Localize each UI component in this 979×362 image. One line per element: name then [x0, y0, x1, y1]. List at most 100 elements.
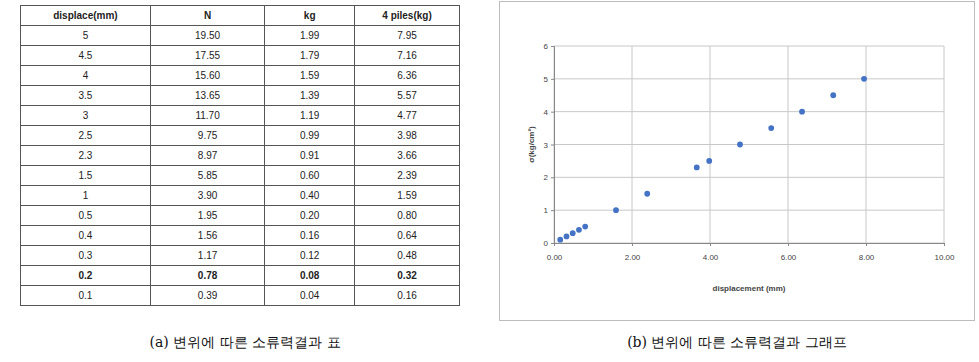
- tick: 10.00: [934, 243, 955, 262]
- tick: 5: [544, 75, 554, 84]
- table-row: 0.20.780.080.32: [21, 266, 460, 286]
- point: [564, 234, 570, 240]
- tick: 6: [544, 42, 554, 51]
- result-table: displace(mm)Nkg4 piles(kg)519.501.997.95…: [20, 5, 460, 306]
- point: [582, 224, 588, 230]
- point: [737, 142, 743, 148]
- tick-mark: [551, 79, 554, 80]
- points: [557, 76, 867, 243]
- table-row: 1.55.850.602.39: [21, 166, 460, 186]
- table-cell: 3.98: [355, 126, 460, 146]
- table-cell: 0.48: [355, 246, 460, 266]
- table-cell: 5.57: [355, 86, 460, 106]
- tick: 2: [544, 173, 554, 182]
- table-cell: 7.95: [355, 26, 460, 46]
- x-axis: 0.00 2.00 4.00 6.00 8.00 10.00: [547, 243, 955, 262]
- tick-mark: [944, 243, 945, 246]
- table-cell: 0.5: [21, 206, 151, 226]
- tick: 0.00: [547, 243, 563, 262]
- table-cell: 1: [21, 186, 151, 206]
- header-row: displace(mm)Nkg4 piles(kg): [21, 6, 460, 26]
- table-cell: 0.12: [265, 246, 355, 266]
- table-cell: 0.16: [265, 226, 355, 246]
- table-cell: 13.65: [150, 86, 264, 106]
- tick-mark: [866, 243, 867, 246]
- table-cell: 5: [21, 26, 151, 46]
- table-cell: 0.32: [355, 266, 460, 286]
- table-cell: 15.60: [150, 66, 264, 86]
- point: [644, 191, 650, 197]
- table-cell: 0.40: [265, 186, 355, 206]
- tick-mark: [788, 243, 789, 246]
- caption: (a) 변위에 따른 소류력결과 표: [149, 334, 340, 352]
- header-cell: N: [150, 6, 264, 26]
- header-cell: kg: [265, 6, 355, 26]
- table-cell: 0.64: [355, 226, 460, 246]
- table-cell: 1.17: [150, 246, 264, 266]
- table-row: 2.59.750.993.98: [21, 126, 460, 146]
- table-cell: 0.4: [21, 226, 151, 246]
- table-cell: 3.90: [150, 186, 264, 206]
- point: [768, 125, 774, 131]
- table-cell: 0.04: [265, 286, 355, 306]
- table-cell: 1.5: [21, 166, 151, 186]
- point: [613, 207, 619, 213]
- tick-label: 0: [544, 239, 549, 248]
- tick-mark: [551, 145, 554, 146]
- table-cell: 0.91: [265, 146, 355, 166]
- table-row: 13.900.401.59: [21, 186, 460, 206]
- table-row: 311.701.194.77: [21, 106, 460, 126]
- table-cell: 7.16: [355, 46, 460, 66]
- table-cell: 1.39: [265, 86, 355, 106]
- grid-line: [554, 78, 944, 79]
- tick-label: 2.00: [625, 253, 641, 262]
- tick-mark: [551, 112, 554, 113]
- point: [706, 158, 712, 164]
- table-cell: 0.60: [265, 166, 355, 186]
- table-cell: 3.5: [21, 86, 151, 106]
- table-cell: 4: [21, 66, 151, 86]
- grid-line: [554, 111, 944, 112]
- table-cell: 11.70: [150, 106, 264, 126]
- table-cell: 2.39: [355, 166, 460, 186]
- axis-line: [555, 244, 945, 247]
- table-cell: 4.5: [21, 46, 151, 66]
- caption: (b) 변위에 따른 소류력결과 그래프: [627, 334, 847, 352]
- tick-label: 2: [544, 173, 549, 182]
- table-cell: 0.08: [265, 266, 355, 286]
- table-cell: 0.20: [265, 206, 355, 226]
- table-cell: 2.3: [21, 146, 151, 166]
- tick-label: 8.00: [859, 253, 875, 262]
- table-row: 0.41.560.160.64: [21, 226, 460, 246]
- point: [557, 237, 563, 243]
- table-cell: 2.5: [21, 126, 151, 146]
- table-cell: 3.66: [355, 146, 460, 166]
- table-cell: 0.3: [21, 246, 151, 266]
- grid-line: [554, 177, 944, 178]
- point: [694, 165, 700, 171]
- y-axis-title: σ(kg/cm²): [527, 126, 536, 163]
- table-row: 415.601.596.36: [21, 66, 460, 86]
- table-row: 2.38.970.913.66: [21, 146, 460, 166]
- header-cell: 4 piles(kg): [355, 6, 460, 26]
- table-cell: 1.56: [150, 226, 264, 246]
- tick-label: 1: [544, 206, 549, 215]
- point: [830, 92, 836, 98]
- table-row: 0.51.950.200.80: [21, 206, 460, 226]
- table-cell: 4.77: [355, 106, 460, 126]
- tick-mark: [551, 46, 554, 47]
- tick-mark: [551, 243, 554, 244]
- grid-line: [554, 46, 944, 47]
- tick-mark: [710, 243, 711, 246]
- tick-label: 6.00: [781, 253, 797, 262]
- tick-label: 4: [544, 108, 549, 117]
- point: [576, 227, 582, 233]
- tick: 1: [544, 206, 554, 215]
- table-cell: 1.59: [265, 66, 355, 86]
- table-cell: 1.95: [150, 206, 264, 226]
- table-cell: 0.78: [150, 266, 264, 286]
- tick: 0: [544, 239, 554, 248]
- tick-label: 4.00: [703, 253, 719, 262]
- x-axis-title: displacement (mm): [713, 284, 786, 293]
- tick-label: 10.00: [934, 253, 955, 262]
